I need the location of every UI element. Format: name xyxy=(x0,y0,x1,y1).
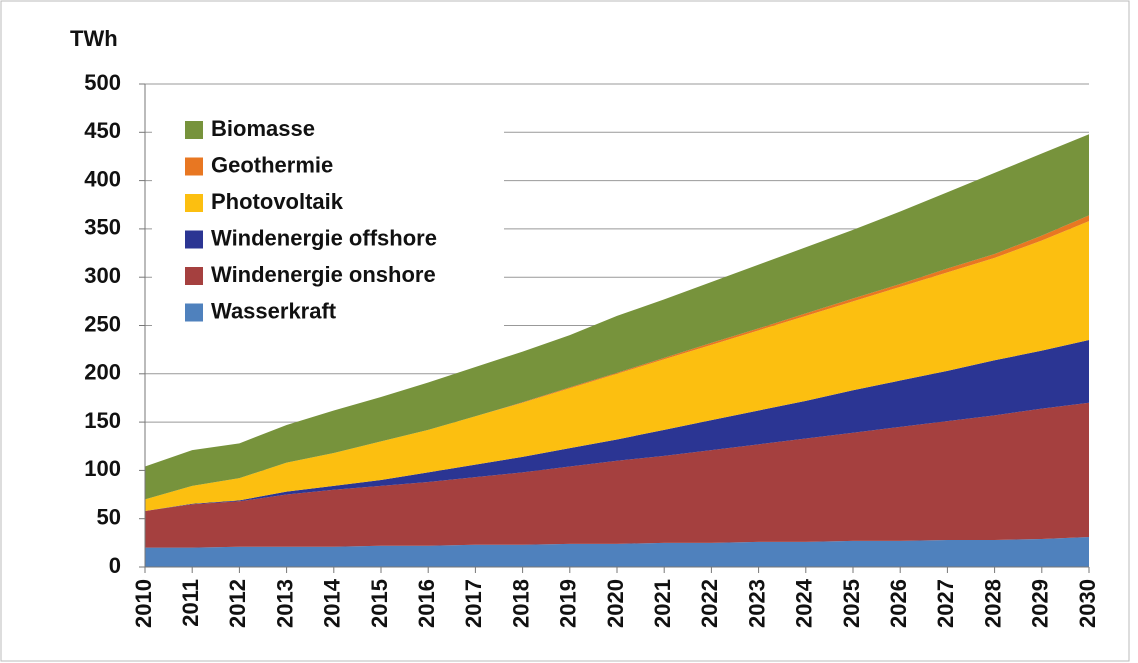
legend-label: Biomasse xyxy=(211,116,315,141)
x-tick-label: 2018 xyxy=(508,579,533,628)
area xyxy=(145,221,1089,511)
y-tick-label: 0 xyxy=(109,553,121,578)
y-tick-label: 450 xyxy=(84,118,121,143)
legend-swatch xyxy=(185,230,203,249)
x-tick-label: 2030 xyxy=(1075,579,1100,628)
area xyxy=(145,134,1089,500)
y-tick-label: 150 xyxy=(84,408,121,433)
x-tick-label: 2029 xyxy=(1028,579,1053,628)
y-tick-label: 300 xyxy=(84,263,121,288)
x-tick-label: 2013 xyxy=(272,579,297,628)
y-tick-label: 50 xyxy=(97,505,121,530)
x-tick-label: 2010 xyxy=(131,579,156,628)
x-tick-label: 2016 xyxy=(414,579,439,628)
y-tick-label: 350 xyxy=(84,215,121,240)
y-tick-label: 400 xyxy=(84,166,121,191)
y-tick-label: 500 xyxy=(84,70,121,95)
x-tick-label: 2011 xyxy=(178,579,203,627)
legend-box xyxy=(152,108,504,334)
x-tick-label: 2014 xyxy=(320,578,345,628)
x-tick-label: 2017 xyxy=(461,579,486,628)
x-tick-label: 2019 xyxy=(556,579,581,628)
x-tick-label: 2020 xyxy=(603,579,628,628)
y-tick-label: 200 xyxy=(84,360,121,385)
legend-swatch xyxy=(185,194,203,212)
legend-label: Windenergie onshore xyxy=(211,262,436,287)
x-tick-label: 2023 xyxy=(744,579,769,628)
area xyxy=(145,339,1089,511)
legend-swatch xyxy=(185,157,203,176)
y-tick-label: 250 xyxy=(84,311,121,336)
x-tick-label: 2025 xyxy=(839,579,864,628)
legend-label: Geothermie xyxy=(211,152,333,177)
legend-label: Windenergie offshore xyxy=(211,225,437,250)
x-tick-label: 2028 xyxy=(980,579,1005,628)
legend-label: Photovoltaik xyxy=(211,189,344,214)
y-tick-label: 100 xyxy=(84,456,121,481)
x-tick-label: 2012 xyxy=(225,579,250,628)
x-tick-label: 2024 xyxy=(792,578,817,628)
area xyxy=(145,402,1089,548)
legend-swatch xyxy=(185,121,203,139)
x-tick-label: 2027 xyxy=(933,579,958,628)
legend-label: Wasserkraft xyxy=(211,298,337,323)
x-tick-label: 2026 xyxy=(886,579,911,628)
x-tick-label: 2022 xyxy=(697,579,722,628)
x-tick-label: 2015 xyxy=(367,579,392,628)
area xyxy=(145,537,1089,567)
legend-swatch xyxy=(185,267,203,285)
x-tick-label: 2021 xyxy=(650,579,675,628)
legend-swatch xyxy=(185,303,203,322)
y-axis-title: TWh xyxy=(70,26,118,51)
